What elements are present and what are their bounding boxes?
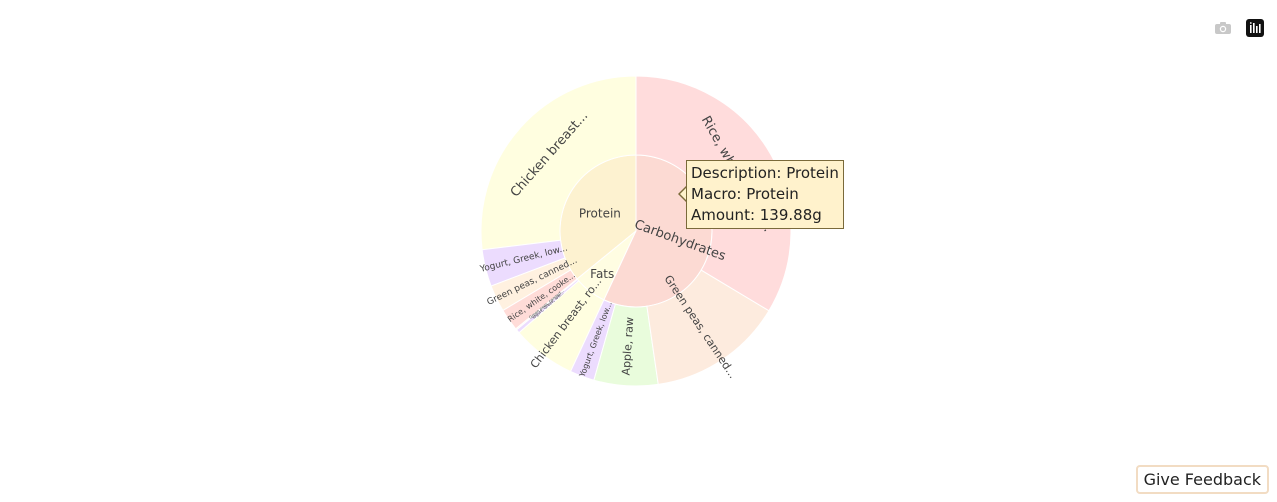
hover-tooltip: Description: Protein Macro: Protein Amou… [686, 160, 844, 229]
tooltip-macro: Macro: Protein [691, 185, 799, 203]
give-feedback-button[interactable]: Give Feedback [1135, 465, 1269, 494]
camera-icon[interactable] [1213, 18, 1233, 38]
modebar [1213, 18, 1265, 38]
tooltip-description: Description: Protein [691, 164, 839, 182]
plotly-logo-icon[interactable] [1245, 18, 1265, 38]
outer-sector-protein-chicken-breast[interactable] [480, 75, 637, 251]
inner-label-protein: Protein [579, 206, 621, 220]
sunburst-sectors [480, 75, 792, 387]
tooltip-arrow-inner [680, 186, 688, 202]
outer-label-carbohydrates-apple-raw: Apple, raw [620, 317, 637, 376]
inner-label-fats: Fats [590, 267, 614, 281]
tooltip-amount: Amount: 139.88g [691, 206, 822, 224]
